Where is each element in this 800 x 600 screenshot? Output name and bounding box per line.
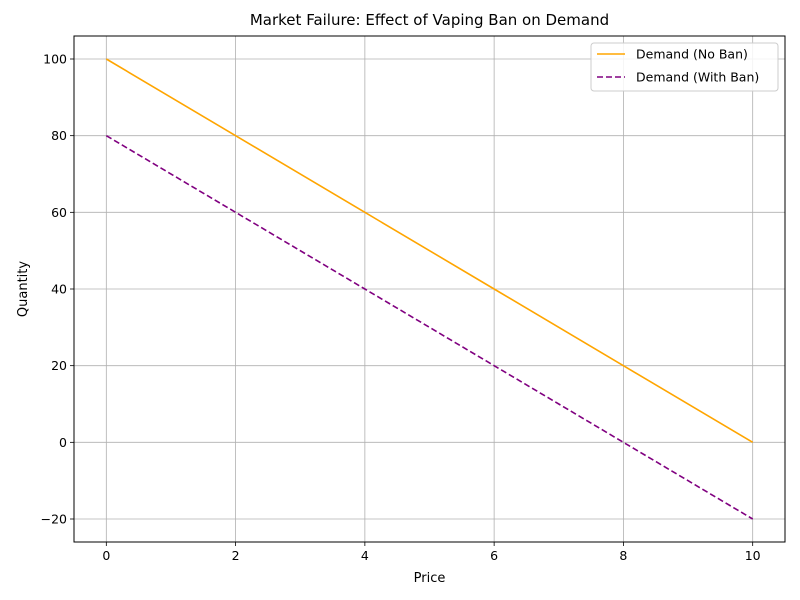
series-lines [105,58,754,520]
y-tick-label: 80 [51,128,67,143]
x-tick-label: 8 [619,548,627,563]
x-tick-label: 0 [102,548,110,563]
x-tick-label: 2 [232,548,240,563]
y-tick-label: 100 [43,52,67,67]
y-tick-label: −20 [41,512,67,527]
legend-entry-no-ban: Demand (No Ban) [636,47,748,62]
axis-ticks: 0 2 4 6 8 10 −20 0 20 40 60 80 100 [41,52,761,564]
legend-entry-with-ban: Demand (With Ban) [636,70,759,85]
legend-box [590,42,779,92]
x-tick-label: 10 [745,548,761,563]
x-tick-label: 6 [490,548,498,563]
chart-title: Market Failure: Effect of Vaping Ban on … [250,11,609,29]
legend: Demand (No Ban) Demand (With Ban) [590,42,779,92]
y-tick-label: 40 [51,282,67,297]
x-tick-label: 4 [361,548,369,563]
series-line-with-ban [105,134,754,520]
series-line-no-ban [105,58,754,444]
y-tick-label: 60 [51,205,67,220]
x-axis-label: Price [414,571,446,586]
y-tick-label: 0 [59,435,67,450]
grid-lines [74,36,785,542]
y-tick-label: 20 [51,358,67,373]
y-axis-label: Quantity [16,261,31,317]
